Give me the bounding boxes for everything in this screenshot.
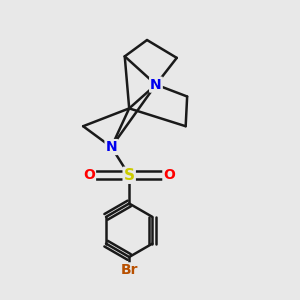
Text: O: O [164, 168, 175, 182]
Text: N: N [150, 78, 162, 92]
Text: S: S [124, 168, 135, 183]
Text: O: O [83, 168, 95, 182]
Text: Br: Br [120, 263, 138, 278]
Text: N: N [106, 140, 117, 154]
